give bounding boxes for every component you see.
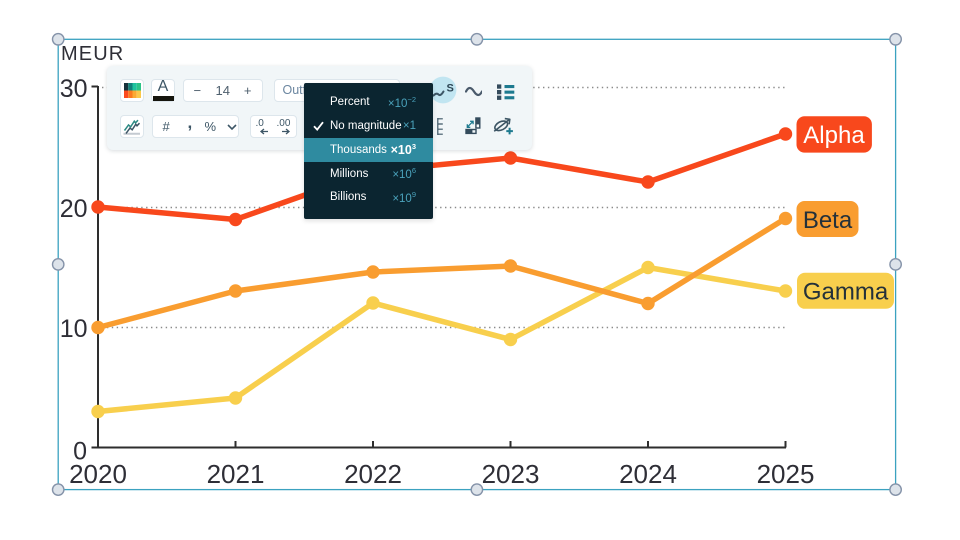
svg-text:30: 30 bbox=[60, 75, 88, 103]
svg-text:Gamma: Gamma bbox=[803, 278, 889, 305]
svg-text:Beta: Beta bbox=[803, 207, 853, 234]
svg-text:2025: 2025 bbox=[757, 459, 815, 489]
svg-text:Alpha: Alpha bbox=[803, 122, 865, 149]
svg-text:S: S bbox=[447, 83, 454, 95]
svg-text:2022: 2022 bbox=[344, 459, 402, 489]
svg-text:20: 20 bbox=[60, 195, 88, 223]
svg-text:2020: 2020 bbox=[69, 459, 127, 489]
svg-text:10: 10 bbox=[60, 315, 88, 343]
svg-text:2023: 2023 bbox=[482, 459, 540, 489]
svg-text:2024: 2024 bbox=[619, 459, 677, 489]
svg-text:2021: 2021 bbox=[207, 459, 265, 489]
svg-text:0: 0 bbox=[73, 438, 87, 466]
svg-text:MEUR: MEUR bbox=[61, 43, 124, 65]
